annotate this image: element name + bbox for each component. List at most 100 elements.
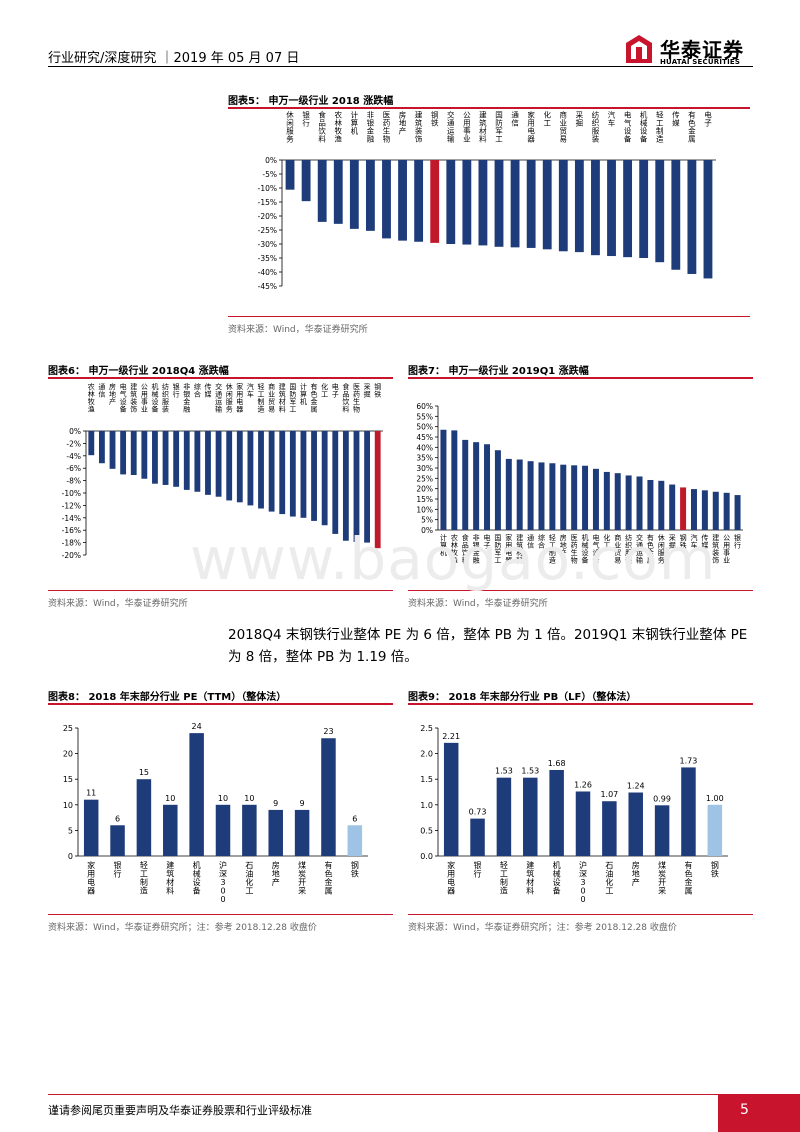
fig9-ytick-label: 2.5 — [420, 724, 433, 733]
fig7-bar — [658, 480, 665, 530]
fig8-value-label: 10 — [244, 794, 254, 803]
fig7-category-label: 有色金属 — [647, 533, 654, 565]
fig7-ytick-label: 40% — [416, 443, 433, 452]
fig9-category-label: 煤炭开采 — [658, 860, 666, 896]
fig7-category-label: 综合 — [538, 533, 545, 550]
fig8-category-label: 沪深 3 0 0 — [219, 860, 227, 904]
figure-8-title-rule — [48, 703, 393, 705]
figure-5-source-rule — [228, 316, 750, 317]
fig8-category-label: 建筑材料 — [166, 860, 174, 896]
fig9-ytick-label: 2.0 — [420, 750, 433, 759]
fig6-bar — [215, 431, 222, 497]
fig8-category-label: 机械设备 — [193, 860, 201, 896]
header-divider — [48, 66, 753, 67]
fig6-category-label: 有色金属 — [311, 382, 318, 414]
fig9-category-label: 房地产 — [632, 860, 640, 887]
fig6-bar — [268, 431, 275, 512]
fig6-bar — [183, 431, 190, 490]
fig6-bar — [194, 431, 201, 492]
fig5-category-label: 化工 — [543, 110, 551, 128]
fig8-bar — [215, 804, 231, 856]
fig8-ytick-label: 25 — [63, 724, 73, 733]
fig6-category-label: 机械设备 — [151, 382, 158, 414]
fig5-category-label: 计算机 — [351, 110, 359, 136]
fig5-bar — [462, 160, 472, 245]
fig6-bar — [300, 431, 307, 518]
fig7-category-label: 建筑材料 — [516, 533, 523, 565]
fig5-bar — [655, 160, 665, 263]
fig7-ytick-label: 20% — [416, 485, 433, 494]
fig7-category-label: 机械设备 — [582, 533, 589, 565]
fig5-bar — [607, 160, 616, 257]
fig7-category-label: 交通运输 — [636, 533, 643, 565]
fig5-ytick-label: -35% — [258, 254, 277, 263]
fig7-ytick-label: 25% — [416, 474, 433, 483]
fig6-bar — [109, 431, 116, 469]
figure-8-title: 图表8： 2018 年末部分行业 PE（TTM）（整体法） — [48, 692, 287, 703]
fig9-bar — [443, 742, 459, 856]
fig9-bar — [654, 805, 670, 856]
fig8-ytick-label: 15 — [63, 775, 73, 784]
fig7-ytick-label: 0% — [421, 526, 433, 535]
fig7-bar — [538, 462, 545, 530]
fig7-bar — [603, 471, 610, 530]
figure-7-source-rule — [408, 590, 753, 591]
fig9-value-label: 2.21 — [442, 732, 460, 741]
fig8-bar — [321, 738, 336, 856]
fig9-bar — [523, 777, 538, 856]
fig9-value-label: 1.53 — [521, 767, 539, 776]
fig5-bar — [574, 160, 584, 253]
fig8-category-label: 银行 — [114, 860, 122, 879]
figure-6-title: 图表6： 申万一级行业 2018Q4 涨跌幅 — [48, 366, 229, 377]
figure-5-title-rule — [228, 107, 750, 109]
fig5-category-label: 公用事业 — [463, 111, 471, 144]
fig8-category-label: 有色金属 — [324, 860, 332, 896]
fig6-category-label: 交通运输 — [215, 382, 222, 414]
fig8-category-label: 钢铁 — [351, 860, 359, 879]
fig7-ytick-label: 30% — [416, 464, 433, 473]
fig8-value-label: 6 — [352, 814, 357, 823]
fig7-bar — [505, 458, 512, 530]
fig5-bar — [382, 160, 391, 239]
fig7-bar — [636, 476, 643, 530]
fig8-bar — [294, 809, 310, 856]
fig7-category-label: 食品饮料 — [462, 533, 469, 565]
fig5-bar — [671, 160, 681, 270]
fig7-category-label: 非银金融 — [473, 533, 480, 565]
page-number: 5 — [740, 1102, 749, 1118]
fig9-category-label: 轻工制造 — [500, 860, 508, 896]
fig5-ytick-label: -40% — [258, 268, 277, 277]
figure-8-chart: 0 5 10 15 20 25 家用电器 11 银行 6 轻工制造 15 建筑材料 10 机械设备 24 沪深 3… — [48, 708, 393, 908]
fig5-bar — [478, 160, 488, 246]
fig7-category-label: 家用电器 — [505, 533, 512, 565]
fig6-bar — [364, 431, 371, 543]
fig8-value-label: 15 — [139, 768, 149, 777]
fig7-svg: 0%5% 10%15%20% 25%30%35% 40%45%50% 55%60% 计算机… — [416, 402, 743, 565]
fig6-bar — [88, 431, 95, 456]
fig7-bar — [647, 479, 654, 530]
fig7-bar — [516, 459, 523, 530]
fig5-bar — [558, 160, 568, 252]
fig6-ytick-label: -18% — [62, 539, 81, 548]
fig6-ytick-label: 0% — [69, 427, 81, 436]
fig9-value-label: 1.07 — [600, 790, 618, 799]
fig8-value-label: 23 — [323, 727, 333, 736]
fig7-ytick-label: 50% — [416, 423, 433, 432]
figure-9-title: 图表9： 2018 年末部分行业 PB（LF）（整体法） — [408, 692, 637, 703]
fig5-bar — [285, 160, 295, 190]
fig7-ytick-label: 35% — [416, 454, 433, 463]
fig8-value-label: 10 — [218, 794, 228, 803]
fig6-ytick-label: -8% — [66, 477, 81, 486]
fig6-category-label: 建筑装饰 — [130, 382, 137, 414]
fig6-ytick-label: -20% — [62, 551, 81, 560]
fig8-value-label: 24 — [192, 722, 202, 731]
fig9-value-label: 1.53 — [495, 767, 513, 776]
fig6-bar — [289, 431, 296, 517]
fig5-ytick-label: -10% — [258, 184, 277, 193]
fig7-category-label: 公用事业 — [723, 534, 730, 565]
fig5-category-label: 轻工制造 — [656, 110, 664, 144]
fig7-category-label: 钢铁 — [680, 533, 687, 550]
footer-rule — [48, 1094, 753, 1095]
fig7-bar — [484, 444, 491, 530]
fig6-category-label: 国防军工 — [289, 383, 296, 414]
